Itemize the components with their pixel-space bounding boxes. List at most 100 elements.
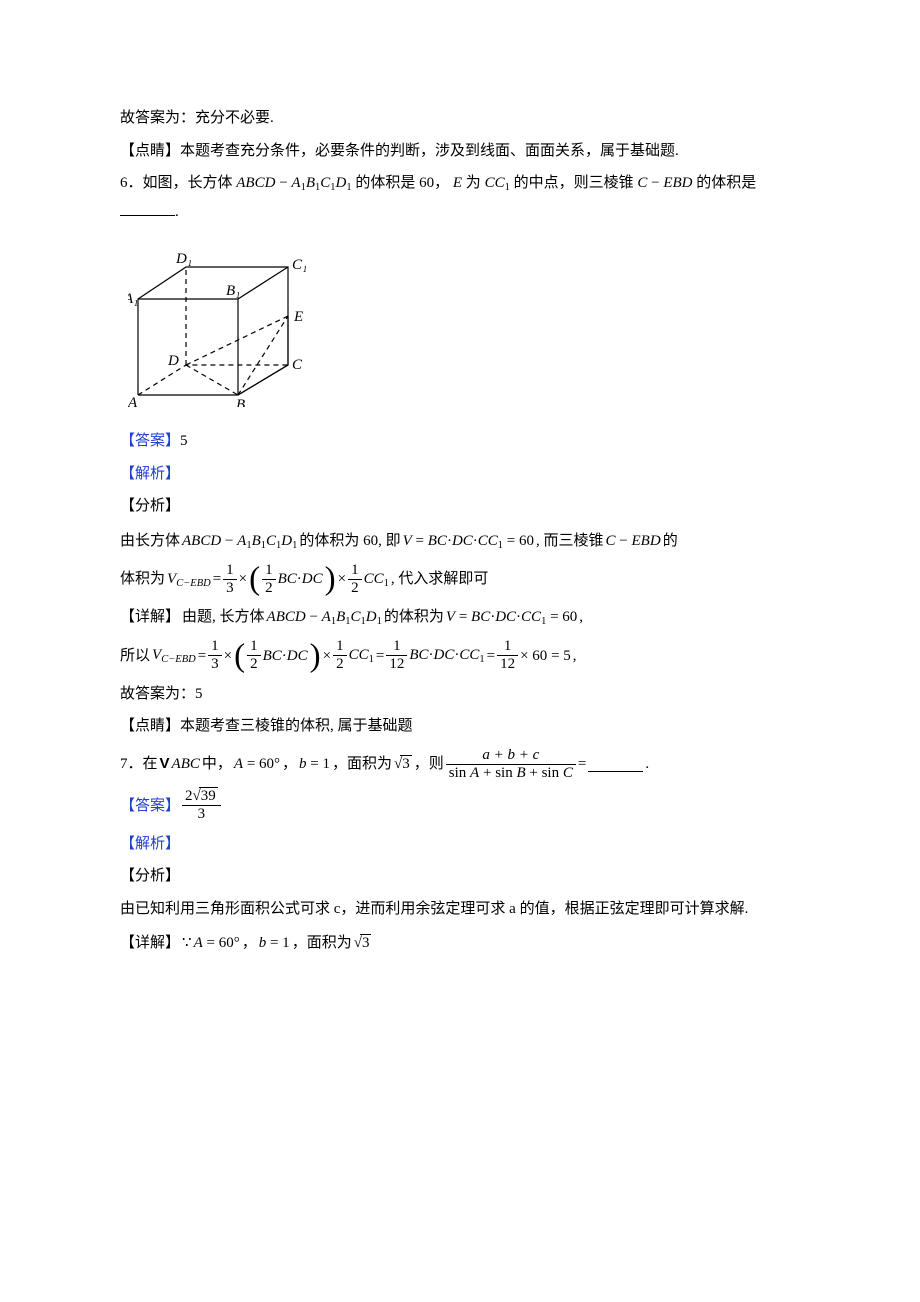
prev-dianjing: 【点睛】本题考查充分条件，必要条件的判断，涉及到线面、面面关系，属于基础题. [120,137,800,166]
s: 1 [377,616,382,627]
cube-diagram: A B C D A₁ B₁ C₁ D₁ E [128,237,318,407]
l: B [252,533,261,549]
lbl-C: C [292,357,303,373]
ans-lbl: 【答案】 [120,433,180,449]
t: ，则 [414,750,444,779]
q7-xiangjie: 【详解】 ∵ A = 60° ， b = 1 ，面积为 √3 [120,929,800,958]
l: A [322,609,331,625]
CC: CC [485,175,505,191]
edge [138,267,288,395]
lbl-A1: A₁ [128,291,138,307]
x: × [224,642,232,671]
e: = 60° [203,935,240,951]
l: DC [434,647,455,663]
q6-xiangjie: 【详解】 由题, 长方体 ABCD − A1B1C1D1 的体积为 V = BC… [120,603,800,632]
p: + [526,765,542,781]
l: C [351,609,361,625]
e: = 1 [307,756,330,772]
l: CC [364,571,384,587]
q7-stem: 7．在 VABC 中， A = 60° ， b = 1 ，面积为 √3 ，则 a… [120,747,800,783]
d: 3 [223,580,237,597]
C: C [637,175,647,191]
t: 体积为 [120,565,165,594]
t: ，面积为 [292,929,352,958]
q6-jiexi: 【解析】 [120,460,800,489]
V: V [167,571,176,587]
A: A [470,765,479,781]
l: DC [302,571,323,587]
s: 1 [505,182,510,193]
t: 由长方体 [120,527,180,556]
l: C [266,533,276,549]
E: E [453,175,462,191]
eq: = [578,750,586,779]
l: EBD [632,533,661,549]
l: BC [263,648,282,664]
q6-formula: 体积为 VC−EBD = 13 × ( 12 BC·DC ) × 12 CC1 … [120,562,800,598]
lbl-C1: C₁ [292,257,307,273]
e: = 60° [243,756,280,772]
l: DC [452,533,473,549]
p: + [479,765,495,781]
l: ABCD [267,609,306,625]
s: sin [495,765,513,781]
lbl: 【答案】 [120,792,180,821]
inner-edges [186,316,288,395]
abc: ABC [172,750,200,779]
eq: = [487,642,495,671]
eq: = [412,533,428,549]
s: sin [542,765,560,781]
lbl: 【详解】 [120,603,180,632]
q6-fenxi: 【分析】 [120,492,800,521]
V: V [446,609,455,625]
l: BC [278,571,297,587]
n: 1 [208,638,222,656]
q6-calc: 所以 VC−EBD = 13 × ( 12 BC·DC ) × 12 CC1 =… [120,638,800,674]
n: 1 [223,562,237,580]
eq: = [198,642,206,671]
V: V [152,647,161,663]
eq: = [455,609,471,625]
t: , 而三棱锥 [536,527,604,556]
t: 中， [202,750,232,779]
d: 2 [348,580,362,597]
r: 39 [199,787,218,804]
r: 3 [360,934,372,951]
q7-answer: 【答案】 2√39 3 [120,788,800,824]
V: V [403,533,412,549]
e5: = 5 [547,648,570,664]
t: ∵ [182,929,192,958]
t: 的体积是 60， [355,175,449,191]
d: 2 [262,580,276,597]
t: 为 [466,175,481,191]
l: C [606,533,616,549]
n: 1 [386,638,407,656]
l: ABCD [182,533,221,549]
eq: = [376,642,384,671]
n: 1 [348,562,362,580]
ans-val: 5 [180,433,188,449]
d: 2 [247,656,261,673]
x: × [323,642,331,671]
d: 12 [497,656,518,673]
s: 1 [292,540,297,551]
lbl-E: E [293,309,303,325]
l: DC [287,648,308,664]
n: 1 [497,638,518,656]
q7-blank [588,757,643,772]
t: 的体积为 [384,603,444,632]
c: ， [242,929,257,958]
B: B [516,765,525,781]
t: , 代入求解即可 [391,565,489,594]
c: 2 [185,788,193,804]
x: × [239,565,247,594]
s: sin [449,765,467,781]
s: 1 [384,578,389,589]
eq: = [213,565,221,594]
edge-hidden [138,267,288,395]
q6-final: 故答案为：5 [120,680,800,709]
num: a + b + c [446,747,576,765]
q6-blank [120,202,175,217]
t: 的体积是 [696,175,756,191]
n: 1 [247,638,261,656]
